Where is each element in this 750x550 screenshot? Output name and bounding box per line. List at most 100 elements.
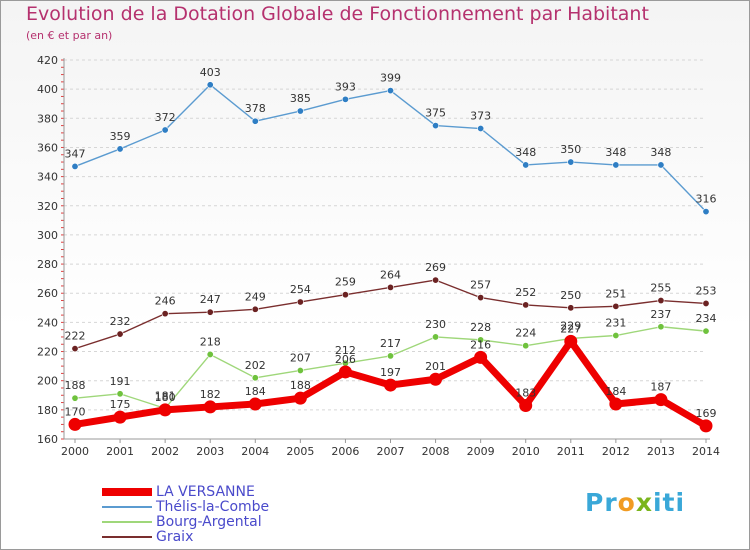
- data-label: 218: [200, 335, 221, 348]
- data-label: 359: [110, 130, 131, 143]
- data-label: 183: [515, 386, 536, 399]
- data-point: [293, 391, 307, 405]
- legend-label: Graix: [156, 529, 194, 545]
- data-label: 249: [245, 290, 266, 303]
- x-tick-label: 2003: [196, 445, 224, 458]
- data-point: [474, 350, 488, 364]
- data-point: [699, 419, 713, 433]
- data-point: [71, 394, 79, 402]
- data-point: [68, 417, 82, 431]
- data-point: [341, 291, 349, 299]
- data-label: 224: [515, 327, 536, 340]
- y-tick-label: 420: [37, 54, 58, 67]
- y-tick-label: 320: [37, 200, 58, 213]
- x-tick-label: 2012: [602, 445, 630, 458]
- data-point: [657, 161, 665, 169]
- legend-swatch: [102, 536, 152, 538]
- data-point: [248, 397, 262, 411]
- data-label: 184: [245, 385, 266, 398]
- legend-item-bourg-argental: Bourg-Argental: [102, 515, 269, 530]
- proxiti-logo: Proxiti: [585, 488, 685, 517]
- data-label: 231: [605, 317, 626, 330]
- data-point: [384, 378, 397, 392]
- data-label: 234: [696, 312, 717, 325]
- data-point: [203, 400, 217, 414]
- logo-part: x: [635, 488, 653, 517]
- data-point: [612, 161, 620, 169]
- data-label: 399: [380, 72, 401, 85]
- data-label: 181: [155, 389, 176, 402]
- legend-item-la-versanne: LA VERSANNE: [102, 485, 269, 500]
- data-label: 230: [425, 318, 446, 331]
- x-tick-label: 2010: [512, 445, 540, 458]
- y-tick-label: 260: [37, 287, 58, 300]
- data-point: [702, 208, 710, 216]
- data-point: [429, 372, 443, 386]
- y-tick-label: 180: [37, 404, 58, 417]
- data-label: 252: [515, 286, 536, 299]
- data-point: [113, 410, 127, 424]
- data-label: 393: [335, 80, 356, 93]
- data-label: 182: [200, 388, 221, 401]
- y-tick-label: 340: [37, 171, 58, 184]
- data-point: [432, 122, 440, 130]
- data-label: 201: [425, 360, 446, 373]
- data-label: 188: [290, 379, 311, 392]
- data-point: [296, 298, 304, 306]
- data-point: [386, 352, 394, 360]
- y-tick-label: 200: [37, 375, 58, 388]
- logo-part: o: [617, 488, 636, 517]
- y-tick-label: 400: [37, 83, 58, 96]
- data-point: [161, 310, 169, 318]
- x-tick-label: 2006: [331, 445, 359, 458]
- data-label: 175: [110, 398, 131, 411]
- y-tick-label: 380: [37, 112, 58, 125]
- data-label: 254: [290, 283, 311, 296]
- data-point: [386, 283, 394, 291]
- data-point: [432, 276, 440, 284]
- data-label: 212: [335, 344, 356, 357]
- data-point: [477, 125, 485, 133]
- y-tick-label: 160: [37, 433, 58, 446]
- data-label: 403: [200, 66, 221, 79]
- data-label: 202: [245, 359, 266, 372]
- axes-layer: 160 180 200 220 240 260 280 300 320 340 360 380 400 4…: [37, 54, 720, 458]
- data-label: 170: [65, 405, 86, 418]
- data-point: [522, 342, 530, 350]
- x-tick-label: 2013: [647, 445, 675, 458]
- data-label: 372: [155, 111, 176, 124]
- data-label: 269: [425, 261, 446, 274]
- data-point: [522, 301, 530, 309]
- data-point: [612, 332, 620, 340]
- data-label: 348: [650, 146, 671, 159]
- x-tick-label: 2007: [377, 445, 405, 458]
- data-label: 229: [560, 319, 581, 332]
- data-point: [657, 323, 665, 331]
- data-point: [116, 330, 124, 338]
- data-label: 373: [470, 110, 491, 123]
- data-point: [116, 145, 124, 153]
- x-tick-label: 2009: [467, 445, 495, 458]
- y-tick-label: 300: [37, 229, 58, 242]
- data-point: [71, 162, 79, 170]
- data-label: 348: [605, 146, 626, 159]
- legend: LA VERSANNE Thélis-la-Combe Bourg-Argent…: [102, 485, 269, 545]
- y-tick-label: 360: [37, 141, 58, 154]
- legend-item-graix: Graix: [102, 530, 269, 545]
- y-tick-label: 240: [37, 316, 58, 329]
- y-tick-label: 280: [37, 258, 58, 271]
- x-tick-label: 2008: [422, 445, 450, 458]
- data-point: [338, 365, 352, 379]
- data-point: [206, 350, 214, 358]
- data-label: 259: [335, 276, 356, 289]
- data-point: [206, 308, 214, 316]
- data-label: 187: [650, 381, 671, 394]
- logo-part: iti: [652, 488, 686, 517]
- x-tick-label: 2002: [151, 445, 179, 458]
- data-label: 207: [290, 351, 311, 364]
- data-point: [657, 297, 665, 305]
- legend-item-thelis: Thélis-la-Combe: [102, 500, 269, 515]
- data-point: [609, 397, 623, 411]
